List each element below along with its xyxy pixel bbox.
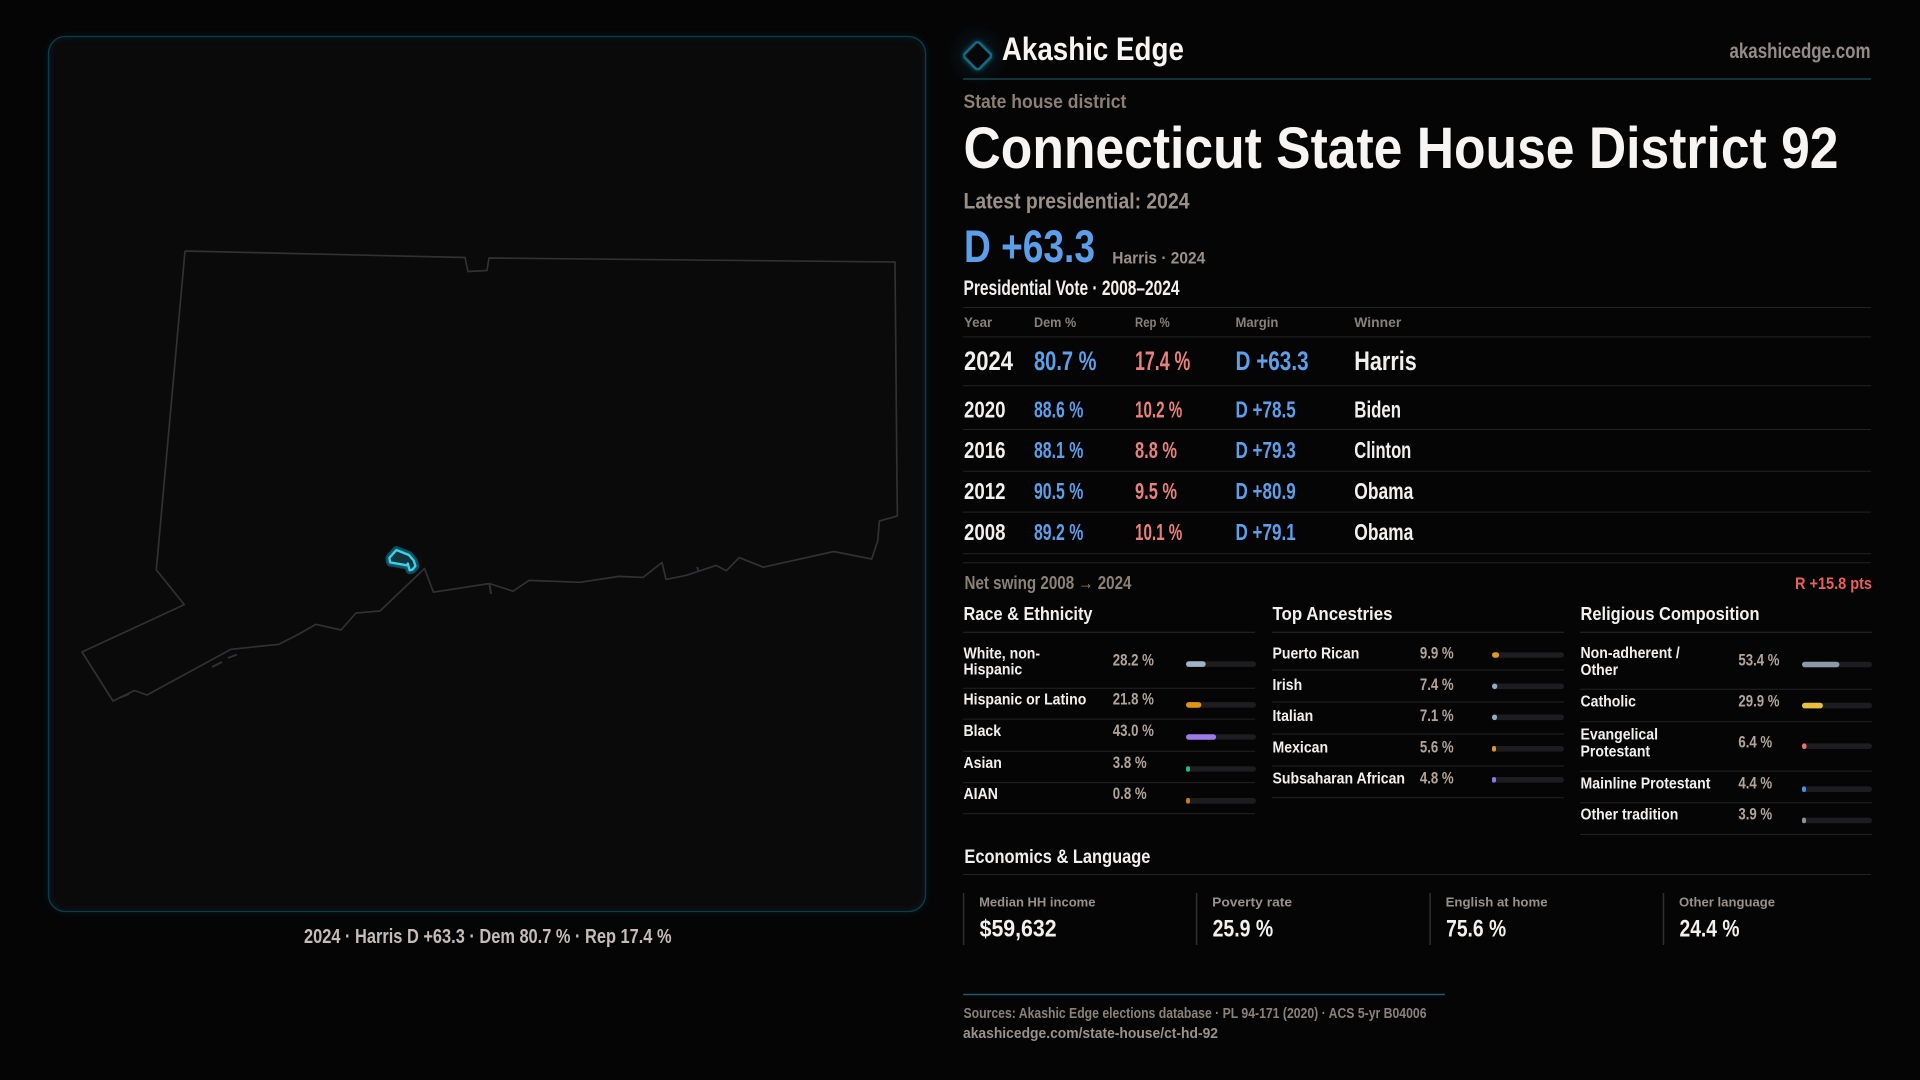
svg-text:Biden: Biden (1354, 397, 1401, 423)
svg-text:AIAN: AIAN (964, 786, 998, 803)
svg-text:2012: 2012 (964, 478, 1006, 504)
svg-text:White, non-: White, non- (964, 646, 1041, 663)
svg-text:Black: Black (964, 723, 1002, 740)
svg-text:Rep %: Rep % (1135, 314, 1170, 330)
svg-text:Other: Other (1581, 662, 1619, 679)
svg-text:80.7 %: 80.7 % (1034, 346, 1097, 376)
svg-text:Race & Ethnicity: Race & Ethnicity (964, 604, 1093, 624)
svg-text:Mainline Protestant: Mainline Protestant (1581, 775, 1711, 792)
svg-text:Year: Year (964, 314, 993, 330)
svg-text:Connecticut State House Distri: Connecticut State House District 92 (964, 116, 1839, 181)
svg-text:Catholic: Catholic (1581, 694, 1637, 711)
svg-text:6.4 %: 6.4 % (1738, 734, 1772, 752)
svg-text:2016: 2016 (964, 437, 1006, 463)
svg-text:29.9 %: 29.9 % (1738, 693, 1779, 711)
svg-text:Winner: Winner (1354, 314, 1402, 330)
svg-text:D +63.3: D +63.3 (964, 221, 1095, 272)
svg-text:90.5 %: 90.5 % (1034, 478, 1083, 504)
svg-text:Protestant: Protestant (1581, 744, 1651, 761)
svg-text:10.1 %: 10.1 % (1135, 519, 1182, 545)
svg-text:akashicedge.com: akashicedge.com (1730, 40, 1871, 63)
svg-text:2020: 2020 (964, 397, 1006, 423)
svg-text:Harris · 2024: Harris · 2024 (1112, 249, 1206, 267)
svg-text:D +79.3: D +79.3 (1236, 437, 1296, 463)
svg-text:4.8 %: 4.8 % (1420, 770, 1454, 788)
svg-text:75.6 %: 75.6 % (1446, 916, 1506, 943)
svg-text:English at home: English at home (1446, 895, 1548, 909)
svg-text:3.8 %: 3.8 % (1113, 754, 1147, 772)
svg-text:0.8 %: 0.8 % (1113, 785, 1147, 803)
svg-text:Mexican: Mexican (1273, 740, 1329, 757)
svg-text:Non-adherent /: Non-adherent / (1581, 645, 1681, 662)
svg-text:Net swing 2008 → 2024: Net swing 2008 → 2024 (965, 573, 1132, 593)
svg-text:D +80.9: D +80.9 (1236, 478, 1296, 504)
svg-text:7.4 %: 7.4 % (1420, 676, 1454, 694)
svg-text:$59,632: $59,632 (980, 916, 1057, 943)
svg-text:Evangelical: Evangelical (1581, 727, 1659, 744)
svg-text:Sources: Akashic Edge election: Sources: Akashic Edge elections database… (964, 1006, 1427, 1022)
svg-text:Harris: Harris (1354, 346, 1417, 376)
svg-text:Clinton: Clinton (1354, 437, 1411, 463)
svg-text:Median HH income: Median HH income (979, 895, 1095, 909)
svg-text:Other language: Other language (1679, 895, 1775, 909)
svg-text:88.1 %: 88.1 % (1034, 437, 1083, 463)
svg-text:Irish: Irish (1273, 677, 1303, 694)
svg-text:21.8 %: 21.8 % (1113, 690, 1154, 708)
svg-text:10.2 %: 10.2 % (1135, 397, 1182, 423)
svg-text:Subsaharan African: Subsaharan African (1273, 771, 1406, 788)
svg-text:Hispanic or Latino: Hispanic or Latino (964, 691, 1087, 708)
svg-text:Obama: Obama (1354, 519, 1413, 545)
svg-text:Top Ancestries: Top Ancestries (1273, 604, 1393, 624)
svg-text:Other tradition: Other tradition (1581, 807, 1679, 824)
svg-text:9.5 %: 9.5 % (1135, 478, 1177, 504)
svg-text:Dem %: Dem % (1034, 314, 1077, 330)
svg-text:D +79.1: D +79.1 (1236, 519, 1296, 545)
svg-text:Akashic Edge: Akashic Edge (1002, 31, 1184, 67)
svg-text:Religious Composition: Religious Composition (1581, 604, 1760, 624)
svg-text:Obama: Obama (1354, 478, 1413, 504)
svg-text:akashicedge.com/state-house/ct: akashicedge.com/state-house/ct-hd-92 (963, 1025, 1218, 1042)
svg-text:28.2 %: 28.2 % (1113, 652, 1154, 670)
svg-text:24.4 %: 24.4 % (1680, 916, 1740, 943)
svg-text:Puerto Rican: Puerto Rican (1273, 646, 1360, 663)
svg-text:Economics & Language: Economics & Language (964, 847, 1150, 868)
svg-text:2024: 2024 (964, 346, 1013, 376)
svg-text:5.6 %: 5.6 % (1420, 739, 1454, 757)
svg-text:Poverty rate: Poverty rate (1212, 895, 1292, 909)
svg-text:4.4 %: 4.4 % (1738, 774, 1772, 792)
svg-text:89.2 %: 89.2 % (1034, 519, 1083, 545)
svg-text:D +63.3: D +63.3 (1236, 346, 1309, 376)
svg-text:Latest presidential: 2024: Latest presidential: 2024 (964, 189, 1191, 214)
svg-text:Presidential Vote · 2008–2024: Presidential Vote · 2008–2024 (964, 277, 1180, 300)
svg-text:53.4 %: 53.4 % (1738, 652, 1779, 670)
svg-text:R +15.8 pts: R +15.8 pts (1795, 574, 1872, 593)
svg-text:43.0 %: 43.0 % (1113, 722, 1154, 740)
svg-text:7.1 %: 7.1 % (1420, 707, 1454, 725)
svg-text:2024 · Harris D +63.3 · Dem 80: 2024 · Harris D +63.3 · Dem 80.7 % · Rep… (304, 926, 672, 948)
svg-text:D +78.5: D +78.5 (1236, 397, 1296, 423)
svg-text:Margin: Margin (1236, 314, 1279, 330)
svg-text:9.9 %: 9.9 % (1420, 645, 1454, 663)
svg-text:Asian: Asian (964, 755, 1002, 772)
svg-text:State house district: State house district (964, 92, 1127, 113)
svg-text:2008: 2008 (964, 519, 1006, 545)
svg-text:88.6 %: 88.6 % (1034, 397, 1083, 423)
svg-text:3.9 %: 3.9 % (1738, 806, 1772, 824)
svg-text:Hispanic: Hispanic (964, 662, 1023, 679)
svg-text:17.4 %: 17.4 % (1135, 346, 1190, 376)
svg-text:Italian: Italian (1273, 708, 1314, 725)
svg-text:8.8 %: 8.8 % (1135, 437, 1177, 463)
svg-text:25.9 %: 25.9 % (1213, 916, 1274, 943)
